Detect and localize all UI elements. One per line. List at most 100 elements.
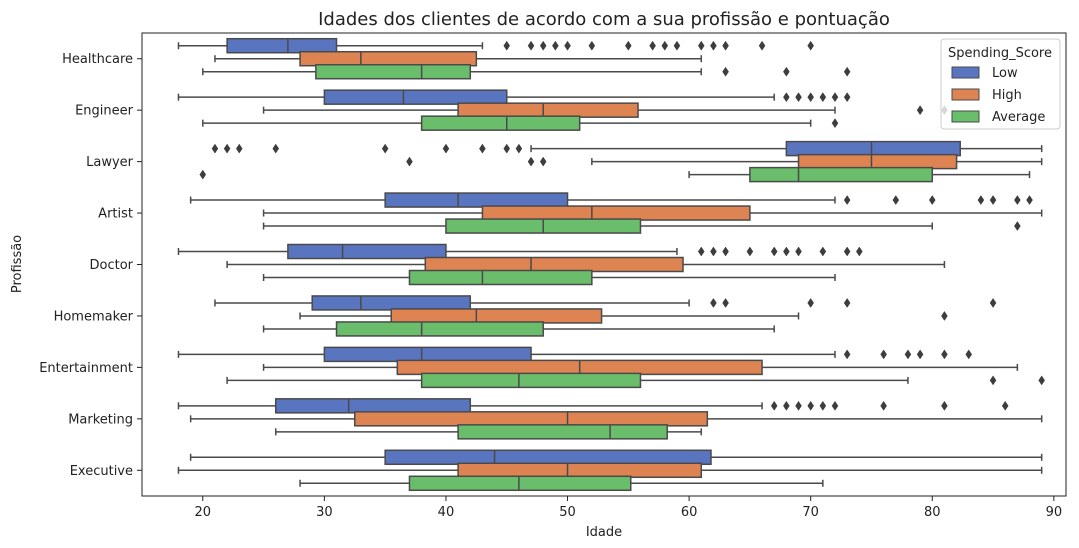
outlier-point — [843, 92, 851, 103]
outlier-point — [795, 400, 802, 411]
box-iqr — [424, 256, 684, 273]
box-iqr — [323, 346, 532, 363]
box-group-marketing-high — [189, 411, 1043, 427]
outlier-point — [673, 40, 681, 51]
box-group-lawyer-average — [199, 166, 1031, 183]
box-group-engineer-average — [202, 115, 839, 131]
legend-frame — [940, 38, 1061, 130]
box-group-homemaker-low — [214, 295, 997, 311]
box-group-artist-high — [262, 205, 1043, 221]
outlier-point — [831, 118, 839, 129]
outlier-point — [819, 400, 827, 411]
box-group-lawyer-high — [406, 153, 1043, 170]
box-iqr — [457, 462, 703, 479]
box-group-marketing-low — [177, 398, 1009, 414]
box-iqr — [390, 308, 603, 324]
outlier-point — [941, 400, 948, 411]
box-iqr — [315, 63, 472, 80]
box-group-healthcare-average — [202, 63, 851, 80]
y-tick-label: Marketing — [68, 412, 133, 427]
outlier-point — [710, 40, 717, 51]
box-group-healthcare-low — [177, 37, 814, 54]
box-group-executive-high — [177, 462, 1043, 479]
box-iqr — [457, 102, 639, 118]
outlier-point — [831, 400, 839, 411]
outlier-point — [819, 92, 827, 103]
box-iqr — [287, 243, 447, 260]
legend-label-average: Average — [992, 110, 1045, 125]
outlier-point — [916, 105, 924, 116]
outlier-point — [503, 143, 511, 154]
outlier-point — [746, 246, 754, 257]
outlier-point — [843, 246, 851, 257]
outlier-point — [442, 143, 450, 154]
x-tick-label: 70 — [802, 505, 819, 520]
outlier-point — [928, 195, 936, 206]
outlier-point — [807, 297, 814, 308]
outlier-point — [783, 66, 790, 77]
outlier-point — [843, 297, 851, 308]
outlier-point — [722, 66, 729, 77]
x-tick-label: 90 — [1046, 505, 1063, 520]
outlier-point — [1038, 375, 1045, 386]
box-group-artist-average — [262, 218, 1021, 234]
x-tick-label: 40 — [438, 505, 455, 520]
legend-label-low: Low — [992, 66, 1018, 81]
outlier-point — [843, 349, 851, 360]
box-group-doctor-high — [226, 256, 946, 273]
outlier-point — [819, 246, 827, 257]
box-iqr — [481, 205, 751, 221]
x-tick-label: 20 — [195, 505, 212, 520]
box-iqr — [354, 411, 709, 427]
outlier-point — [1014, 195, 1021, 206]
outlier-point — [989, 375, 997, 386]
y-tick-label: Healthcare — [62, 52, 133, 67]
box-group-executive-average — [299, 475, 824, 492]
outlier-point — [880, 349, 887, 360]
outlier-point — [272, 143, 280, 154]
box-iqr — [311, 295, 472, 311]
x-tick-label: 30 — [316, 505, 333, 520]
outlier-point — [527, 156, 535, 167]
box-iqr — [785, 140, 961, 157]
outlier-point — [539, 40, 547, 51]
legend-swatch-high — [951, 88, 980, 101]
box-iqr — [420, 372, 642, 389]
y-axis-label: Profissão — [10, 235, 25, 293]
legend-swatch-low — [951, 66, 980, 79]
plot-area — [177, 37, 1045, 492]
outlier-point — [235, 143, 243, 154]
outlier-point — [989, 195, 997, 206]
box-iqr — [335, 321, 544, 337]
outlier-point — [515, 143, 523, 154]
outlier-point — [1014, 221, 1021, 232]
outlier-point — [807, 400, 814, 411]
outlier-point — [758, 40, 766, 51]
outlier-point — [211, 143, 219, 154]
outlier-point — [843, 66, 851, 77]
outlier-point — [697, 40, 705, 51]
outlier-point — [916, 349, 924, 360]
box-iqr — [420, 115, 581, 131]
outlier-point — [1026, 195, 1033, 206]
legend-title: Spending_Score — [948, 46, 1052, 61]
outlier-point — [965, 349, 973, 360]
y-tick-label: Executive — [70, 464, 133, 479]
outlier-point — [710, 297, 717, 308]
outlier-point — [807, 40, 814, 51]
box-iqr — [384, 192, 569, 208]
box-group-marketing-average — [274, 424, 703, 440]
outlier-point — [661, 40, 669, 51]
y-tick-label: Lawyer — [86, 155, 134, 170]
box-group-doctor-low — [177, 243, 863, 260]
outlier-point — [722, 246, 729, 257]
outlier-point — [710, 246, 717, 257]
box-group-engineer-high — [262, 102, 948, 118]
box-iqr — [749, 166, 934, 183]
outlier-point — [649, 40, 656, 51]
box-iqr — [408, 475, 632, 492]
x-axis-label: Idade — [586, 525, 622, 540]
outlier-point — [770, 400, 778, 411]
outlier-point — [904, 349, 912, 360]
